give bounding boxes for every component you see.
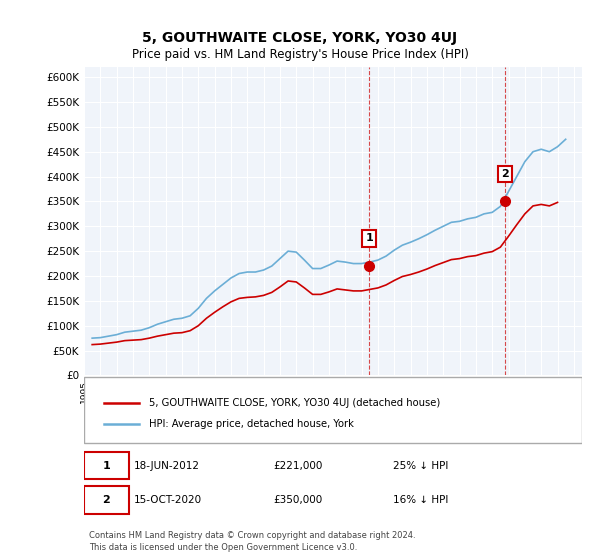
Text: 5, GOUTHWAITE CLOSE, YORK, YO30 4UJ: 5, GOUTHWAITE CLOSE, YORK, YO30 4UJ [142,31,458,45]
Text: HPI: Average price, detached house, York: HPI: Average price, detached house, York [149,419,353,429]
Text: 15-OCT-2020: 15-OCT-2020 [134,495,202,505]
Text: 16% ↓ HPI: 16% ↓ HPI [393,495,448,505]
Text: 5, GOUTHWAITE CLOSE, YORK, YO30 4UJ (detached house): 5, GOUTHWAITE CLOSE, YORK, YO30 4UJ (det… [149,398,440,408]
FancyBboxPatch shape [84,487,129,514]
Text: 18-JUN-2012: 18-JUN-2012 [134,460,200,470]
Text: Price paid vs. HM Land Registry's House Price Index (HPI): Price paid vs. HM Land Registry's House … [131,48,469,60]
Text: 1: 1 [365,233,373,243]
Text: £350,000: £350,000 [273,495,322,505]
FancyBboxPatch shape [84,452,129,479]
Text: 25% ↓ HPI: 25% ↓ HPI [393,460,448,470]
FancyBboxPatch shape [84,377,582,443]
Text: Contains HM Land Registry data © Crown copyright and database right 2024.
This d: Contains HM Land Registry data © Crown c… [89,531,416,552]
Text: 1: 1 [103,460,110,470]
Text: 2: 2 [501,169,509,179]
Text: 2: 2 [103,495,110,505]
Text: £221,000: £221,000 [273,460,323,470]
